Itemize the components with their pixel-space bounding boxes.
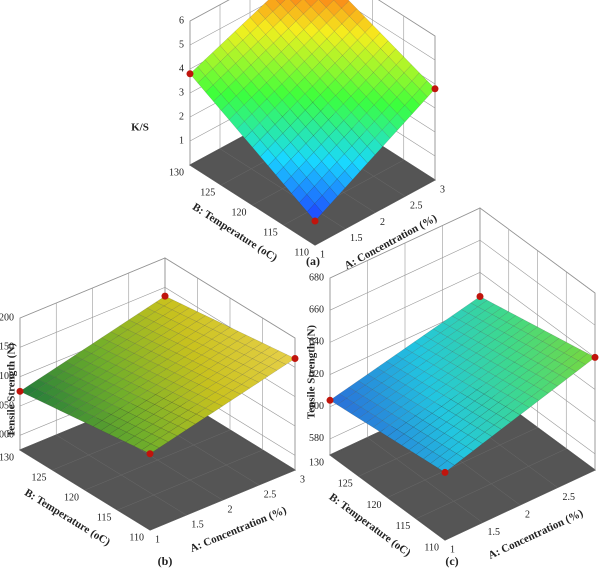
design-point xyxy=(327,397,334,404)
z-tick-label: 1 xyxy=(179,135,184,146)
x-tick-label: 2 xyxy=(228,504,233,515)
z-tick-label: 1200 xyxy=(0,312,14,323)
x-tick-label: 2.5 xyxy=(264,489,277,500)
y-tick-label: 115 xyxy=(263,227,278,238)
y-tick-label: 130 xyxy=(309,457,324,468)
y-tick-label: 120 xyxy=(367,500,382,511)
x-tick-label: 2.5 xyxy=(563,492,576,503)
design-point xyxy=(592,354,599,361)
design-point xyxy=(432,85,439,92)
y-tick-label: 125 xyxy=(338,479,353,490)
design-point xyxy=(162,293,169,300)
y-tick-label: 110 xyxy=(424,542,439,553)
z-tick-label: 6 xyxy=(179,15,184,26)
z-tick-label: 4 xyxy=(179,63,184,74)
y-tick-label: 110 xyxy=(129,532,144,543)
z-axis-label: K/S xyxy=(131,122,149,134)
x-tick-label: 1 xyxy=(155,534,160,545)
x-tick-label: 1.5 xyxy=(191,519,204,530)
design-point xyxy=(477,293,484,300)
x-tick-label: 2 xyxy=(525,509,530,520)
z-axis-label: Tensile Strength (N) xyxy=(6,343,18,437)
design-point xyxy=(17,388,24,395)
z-tick-label: 680 xyxy=(309,272,324,283)
design-point xyxy=(147,450,154,457)
x-tick-label: 3 xyxy=(440,184,445,195)
x-tick-label: 1.5 xyxy=(488,527,501,538)
y-tick-label: 125 xyxy=(200,187,215,198)
y-tick-label: 120 xyxy=(232,207,247,218)
x-tick-label: 3 xyxy=(300,474,305,485)
x-tick-label: 2.5 xyxy=(410,201,423,212)
y-tick-label: 120 xyxy=(64,492,79,503)
z-tick-label: 3 xyxy=(179,87,184,98)
panel-label: (b) xyxy=(158,554,173,568)
y-tick-label: 130 xyxy=(0,452,14,463)
x-tick-label: 1.5 xyxy=(350,233,363,244)
z-tick-label: 5 xyxy=(179,39,184,50)
panel-label: (c) xyxy=(445,554,458,568)
design-point xyxy=(292,355,299,362)
y-tick-label: 115 xyxy=(97,512,112,523)
x-tick-label: 2 xyxy=(380,217,385,228)
y-tick-label: 125 xyxy=(32,472,47,483)
design-point xyxy=(442,469,449,476)
design-point xyxy=(187,70,194,77)
z-tick-label: 660 xyxy=(309,304,324,315)
x-tick-label: 1 xyxy=(320,249,325,260)
z-tick-label: 580 xyxy=(309,433,324,444)
z-tick-label: 2 xyxy=(179,111,184,122)
x-axis-label: A: Concentration (%) xyxy=(486,507,585,562)
y-tick-label: 115 xyxy=(396,521,411,532)
y-tick-label: 130 xyxy=(169,167,184,178)
design-point xyxy=(312,218,319,225)
z-axis-label: Tensile Strength (N) xyxy=(306,325,318,419)
panel-label: (a) xyxy=(306,254,320,268)
